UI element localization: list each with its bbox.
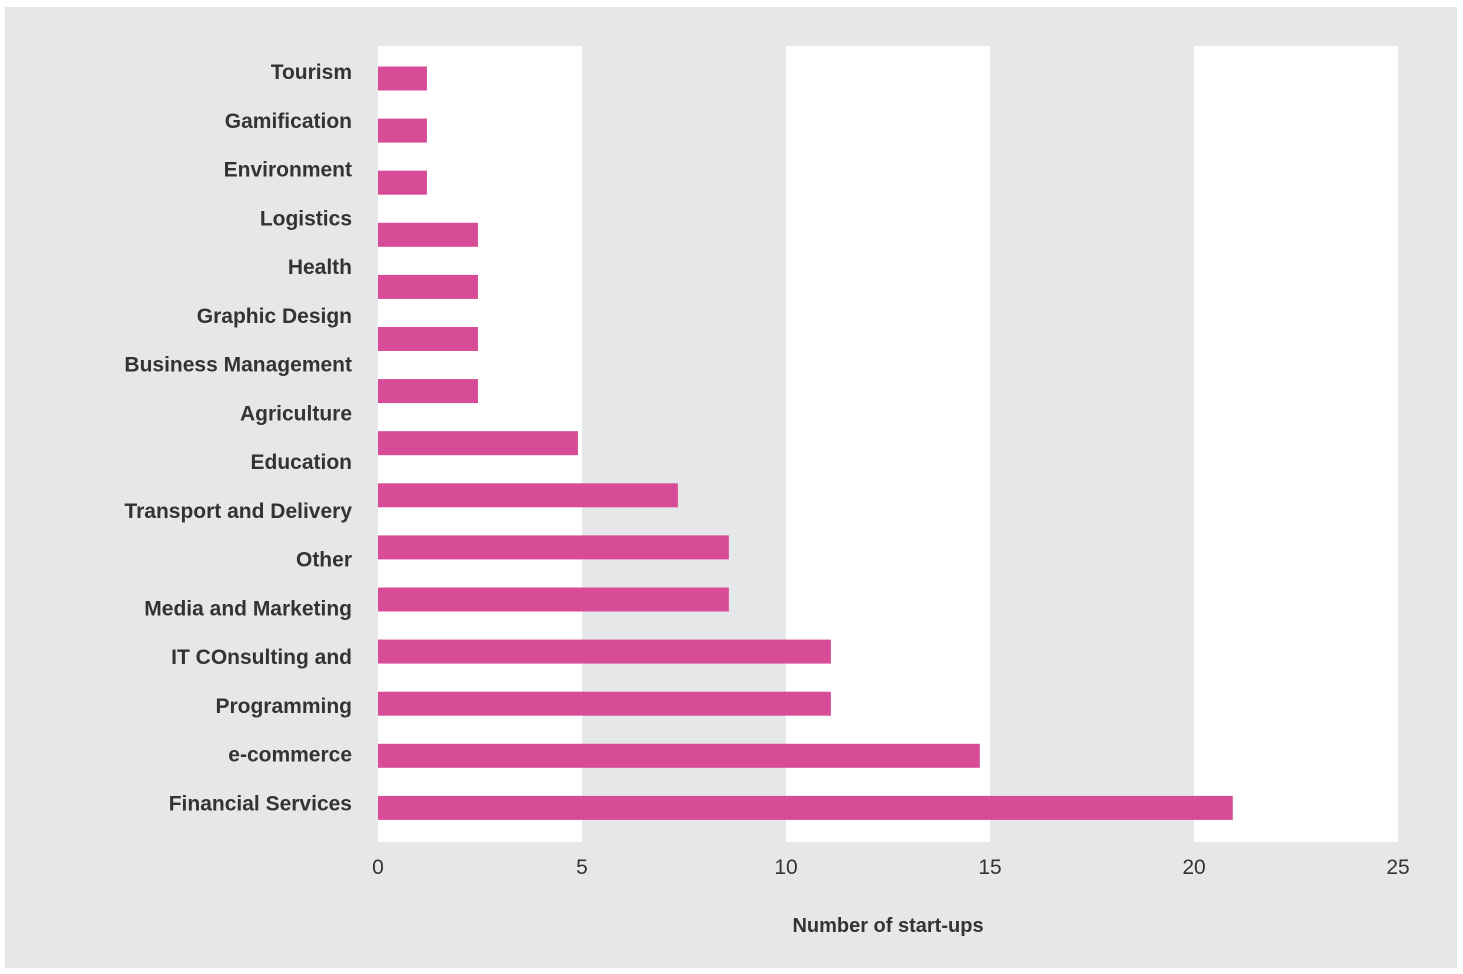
x-axis-ticks: 0 5 10 15 20 25 [372,856,1410,879]
bar [378,222,478,247]
grid-band [786,46,990,842]
category-label: Tourism [271,61,352,84]
bar [378,170,427,195]
category-label: Logistics [260,207,352,230]
category-label: Other [296,549,352,572]
x-tick-label: 20 [1182,856,1205,879]
x-tick-label: 10 [774,856,797,879]
category-label: Transport and Delivery [124,500,352,523]
bar [378,483,678,508]
bar [378,66,427,91]
bars-group [378,66,1233,820]
category-label: Business Management [124,354,352,377]
category-label: IT COnsulting and [171,646,352,669]
category-label: Environment [224,159,352,182]
bar [378,118,427,143]
bar [378,743,980,768]
bar [378,431,578,456]
x-tick-label: 0 [372,856,384,879]
category-label: Programming [215,695,352,718]
grid-band [1194,46,1398,842]
category-label: Gamification [225,110,352,133]
x-tick-label: 15 [978,856,1001,879]
bar [378,587,729,612]
x-tick-label: 25 [1386,856,1409,879]
category-label: e-commerce [228,744,352,767]
category-label: Health [288,256,352,279]
bar [378,274,478,299]
x-tick-label: 5 [576,856,588,879]
x-axis-title: Number of start-ups [792,915,983,937]
bar [378,535,729,560]
bar [378,327,478,351]
category-label: Agriculture [240,402,352,425]
bar [378,691,831,716]
bar [378,379,478,404]
category-label: Media and Marketing [144,597,352,620]
bar [378,639,831,664]
category-label: Financial Services [169,792,352,815]
category-label: Graphic Design [197,305,352,328]
category-label: Education [250,451,352,474]
bar [378,795,1233,820]
category-labels: Tourism Gamification Environment Logistics H… [124,61,352,815]
